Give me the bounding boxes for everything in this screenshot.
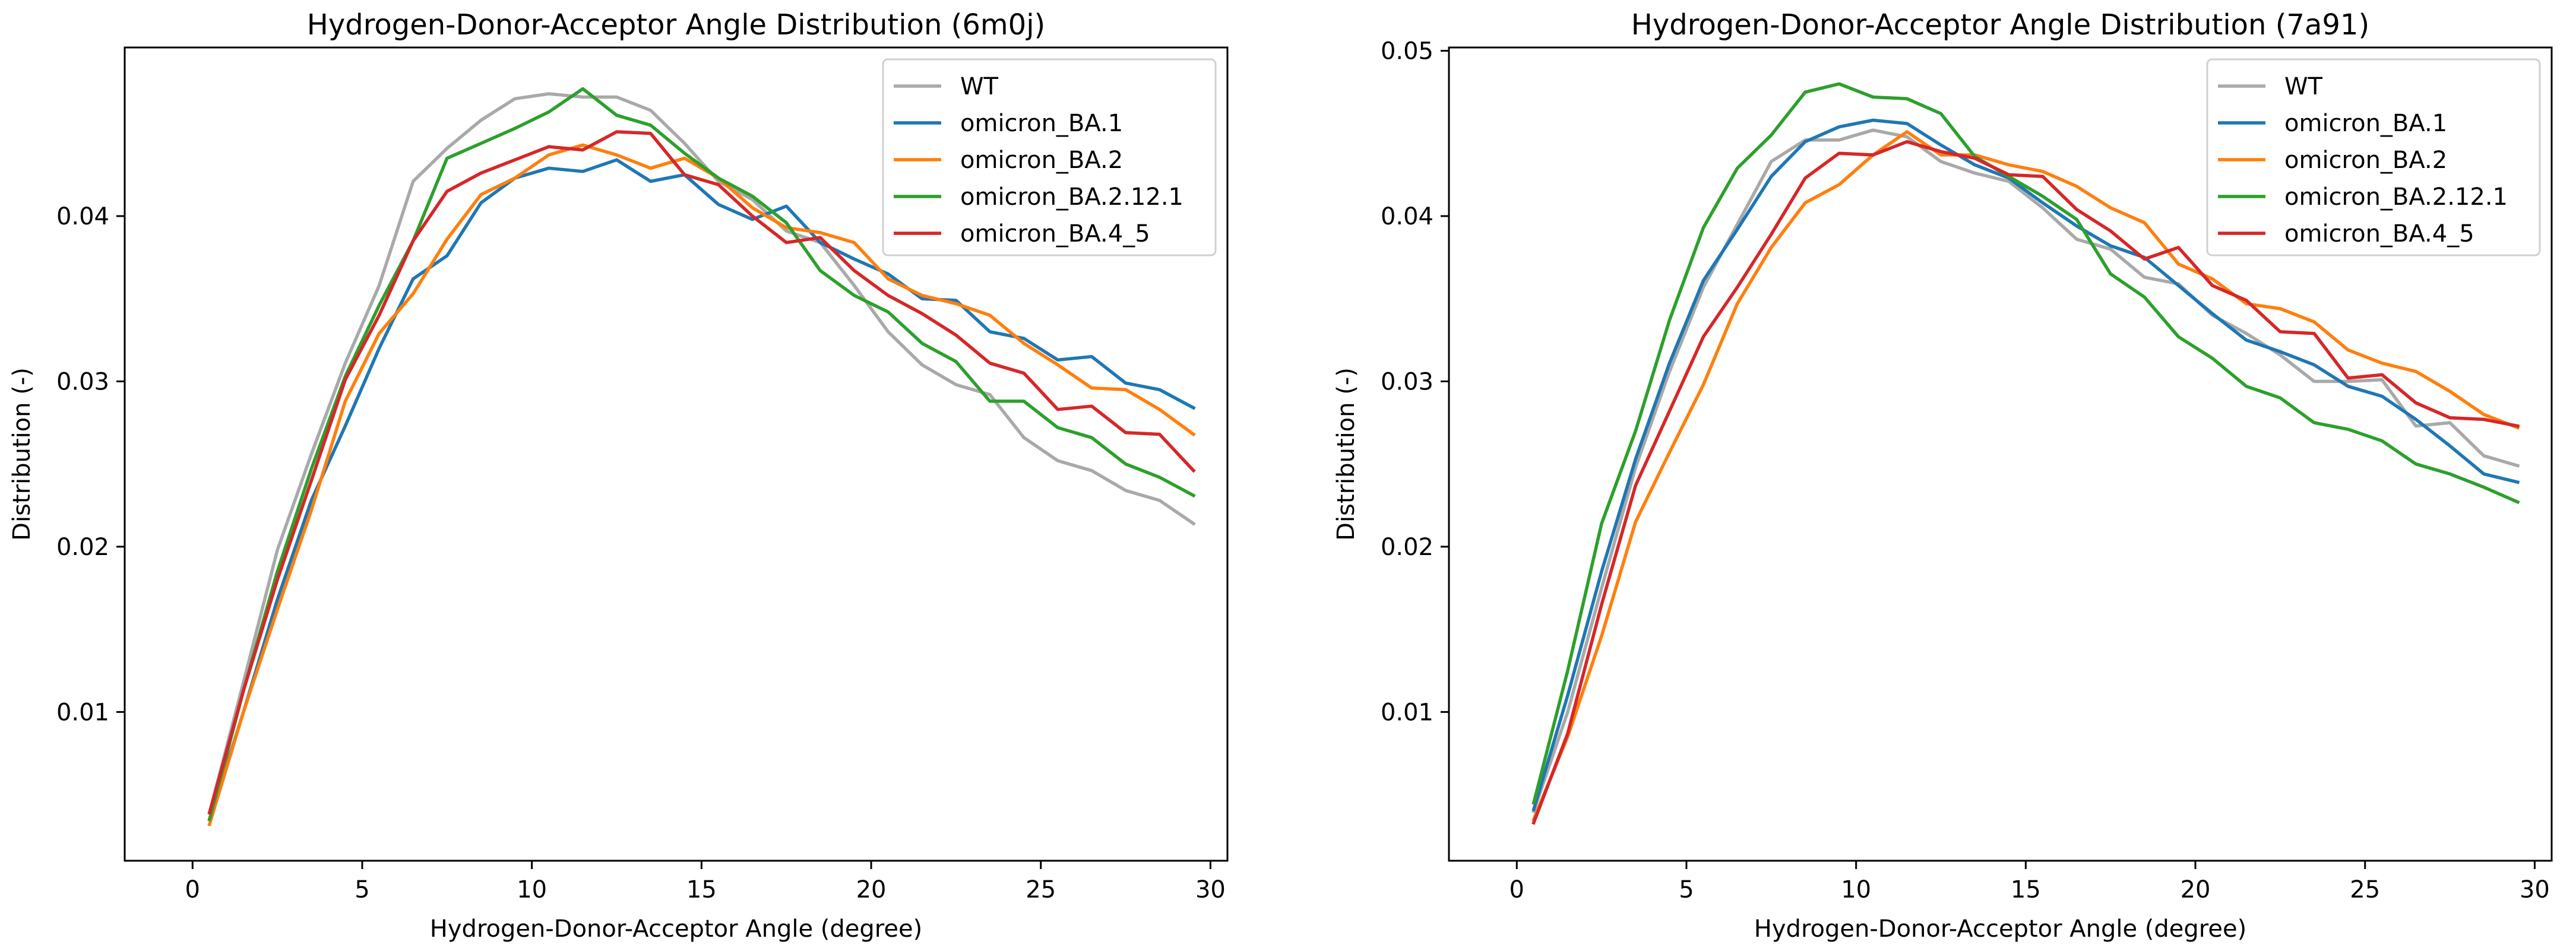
x-tick-label: 20 — [2181, 876, 2211, 903]
legend-label-4: omicron_BA.2.12.1 — [960, 183, 1183, 211]
x-tick-label: 20 — [856, 876, 887, 903]
x-tick-label: 15 — [2011, 876, 2041, 903]
legend-label-1: WT — [2284, 73, 2323, 100]
legend-label-5: omicron_BA.4_5 — [2284, 220, 2474, 248]
series-line-4 — [207, 87, 1196, 822]
series-line-3 — [207, 143, 1196, 827]
x-tick-label: 5 — [355, 876, 369, 903]
x-tick-label: 15 — [686, 876, 717, 903]
x-tick-label: 30 — [2520, 876, 2550, 903]
legend: WT omicron_BA.1 omicron_BA.2 omicron_BA.2.1… — [2206, 58, 2541, 256]
x-axis-label: Hydrogen-Donor-Acceptor Angle (degree) — [430, 915, 922, 943]
chart-title: Hydrogen-Donor-Acceptor Angle Distributi… — [307, 8, 1046, 42]
y-axis-label: Distribution (-) — [1333, 367, 1360, 541]
y-tick-label: 0.01 — [56, 699, 109, 726]
y-tick-label: 0.02 — [56, 534, 109, 561]
x-tick-label: 0 — [1509, 876, 1524, 903]
chart-title: Hydrogen-Donor-Acceptor Angle Distributi… — [1631, 8, 2369, 42]
x-tick-label: 25 — [1026, 876, 1056, 903]
legend-label-4: omicron_BA.2.12.1 — [2284, 183, 2508, 211]
x-axis-label: Hydrogen-Donor-Acceptor Angle (degree) — [1754, 915, 2246, 943]
series-line-3 — [1531, 130, 2520, 822]
legend-box — [882, 58, 1217, 256]
legend-label-1: WT — [960, 73, 999, 100]
legend-label-2: omicron_BA.1 — [2284, 110, 2447, 137]
x-tick-label: 5 — [1679, 876, 1694, 903]
plot-frame — [1448, 46, 2553, 862]
y-tick-label: 0.03 — [1381, 368, 1433, 395]
legend-label-5: omicron_BA.4_5 — [960, 220, 1150, 248]
y-tick-label: 0.01 — [1381, 699, 1433, 726]
legend: WT omicron_BA.1 omicron_BA.2 omicron_BA.2.1… — [882, 58, 1217, 256]
y-tick-label: 0.04 — [56, 203, 109, 230]
x-tick-label: 10 — [517, 876, 547, 903]
legend-box — [2206, 58, 2541, 256]
y-tick-label: 0.03 — [56, 368, 109, 395]
plot-frame — [124, 46, 1229, 862]
y-tick-label: 0.04 — [1381, 203, 1433, 230]
legend-label-3: omicron_BA.2 — [2284, 147, 2447, 174]
series-line-5 — [207, 130, 1196, 815]
x-tick-label: 0 — [185, 876, 200, 903]
series-line-5 — [1531, 139, 2520, 825]
x-tick-label: 10 — [1841, 876, 1871, 903]
legend-label-3: omicron_BA.2 — [960, 147, 1123, 174]
chart-panel-1: Hydrogen-Donor-Acceptor Angle Distributi… — [8, 8, 1229, 943]
series-line-1 — [1531, 128, 2520, 813]
x-tick-label: 25 — [2350, 876, 2380, 903]
series-line-4 — [1531, 82, 2520, 805]
legend-label-2: omicron_BA.1 — [960, 110, 1123, 137]
series-line-2 — [1531, 118, 2520, 812]
series-line-1 — [207, 92, 1196, 815]
x-tick-label: 30 — [1195, 876, 1226, 903]
series-line-2 — [207, 158, 1196, 822]
y-axis-label: Distribution (-) — [8, 367, 36, 541]
chart-panel-2: Hydrogen-Donor-Acceptor Angle Distributi… — [1333, 8, 2553, 943]
y-tick-label: 0.02 — [1381, 534, 1433, 561]
y-tick-label: 0.05 — [1381, 38, 1433, 65]
